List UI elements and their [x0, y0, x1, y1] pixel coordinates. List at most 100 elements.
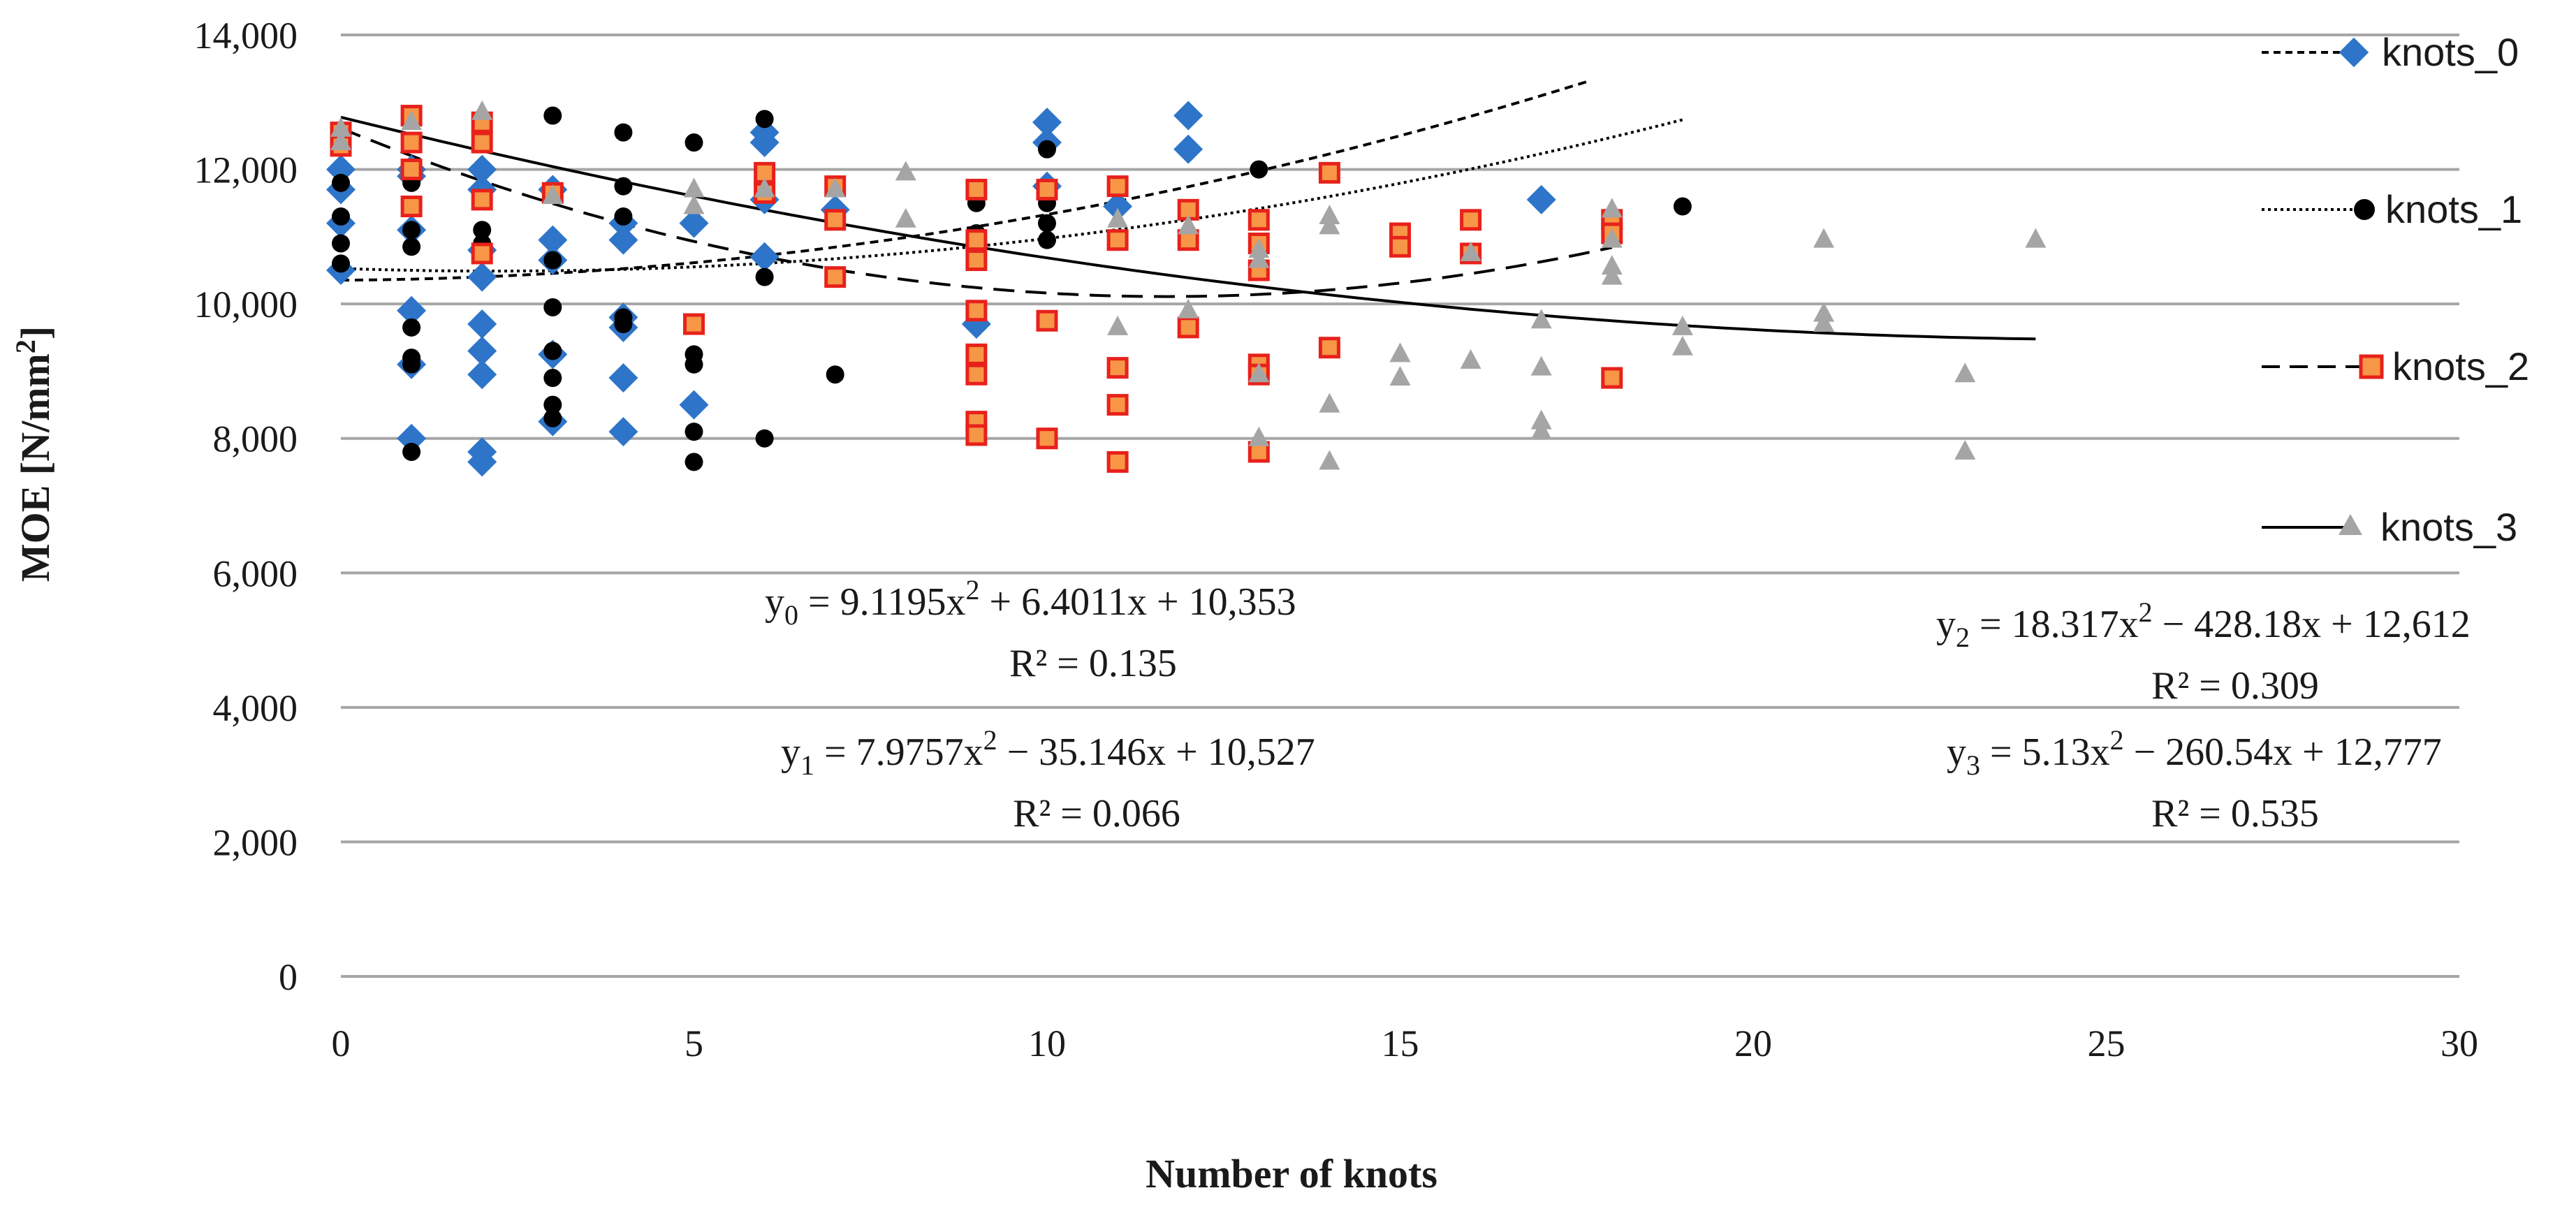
point-knots-2: [400, 131, 423, 154]
point-knots-0: [397, 423, 427, 453]
point-knots-2: [1106, 450, 1129, 473]
y-tick-label: 0: [279, 956, 298, 998]
point-knots-3: [1530, 309, 1552, 329]
eq-y2-base: y: [1936, 603, 1956, 646]
point-knots-3: [1248, 426, 1270, 446]
point-knots-2: [965, 363, 988, 386]
point-knots-0: [679, 208, 709, 238]
point-knots-2: [471, 189, 493, 211]
y-tick-label: 4,000: [213, 687, 298, 729]
point-knots-1: [614, 207, 633, 226]
y-axis-title-end: ]: [13, 326, 58, 339]
y-tick-label: 6,000: [213, 552, 298, 594]
point-knots-1: [1038, 230, 1056, 249]
point-knots-2: [824, 266, 847, 288]
eq-y0: y0 = 9.1195x2 + 6.4011x + 10,353: [765, 574, 1296, 631]
axis-ticks: 0 2,000 4,000 6,000 8,000 10,000 12,000 14,000 0…: [194, 15, 2479, 1064]
point-knots-0: [608, 225, 638, 255]
point-knots-3: [1248, 238, 1270, 258]
point-knots-1: [755, 268, 774, 286]
point-knots-0: [1173, 101, 1203, 131]
x-tick-label: 20: [1734, 1023, 1772, 1064]
point-knots-3: [1954, 439, 1976, 460]
legend-item-knots-3: knots_3: [2262, 505, 2517, 549]
point-knots-3: [1813, 302, 1835, 322]
eq-y0-text: = 9.1195x: [798, 580, 966, 624]
point-knots-3: [1813, 228, 1835, 248]
point-knots-3: [1460, 241, 1481, 261]
point-knots-3: [330, 131, 351, 151]
y-axis-title-sup: 2: [10, 339, 41, 353]
point-knots-1: [543, 409, 562, 427]
point-knots-2: [1177, 316, 1199, 339]
point-knots-3: [1319, 214, 1340, 235]
point-knots-3: [1530, 409, 1552, 430]
point-knots-3: [1319, 204, 1340, 224]
point-knots-1: [332, 173, 350, 192]
point-knots-0: [1173, 134, 1203, 164]
point-knots-3: [330, 117, 351, 137]
legend-label-knots-3: knots_3: [2380, 505, 2517, 549]
eq-y1: y1 = 7.9757x2 − 35.146x + 10,527: [781, 724, 1315, 781]
point-knots-1: [473, 221, 492, 240]
point-knots-0: [1103, 191, 1133, 221]
y-axis-title-main: MOE [N/mm: [13, 353, 58, 582]
point-knots-0: [326, 154, 356, 184]
legend-item-knots-2: knots_2: [2262, 344, 2529, 388]
x-tick-label: 5: [685, 1023, 703, 1064]
x-axis-title: Number of knots: [1146, 1151, 1437, 1196]
y-tick-label: 2,000: [213, 821, 298, 863]
point-knots-0: [749, 128, 780, 158]
point-knots-1: [402, 237, 421, 256]
point-knots-3: [1601, 265, 1623, 285]
point-knots-2: [1106, 175, 1129, 198]
point-knots-1: [543, 106, 562, 125]
point-knots-0: [749, 242, 780, 272]
point-knots-2: [1389, 235, 1411, 258]
point-knots-1: [685, 423, 703, 441]
x-tick-label: 0: [332, 1023, 351, 1064]
point-knots-3: [542, 184, 564, 205]
eq-y1-sup: 2: [983, 724, 997, 756]
point-knots-3: [895, 161, 916, 181]
r2-y0: R² = 0.135: [1009, 642, 1177, 685]
eq-y2: y2 = 18.317x2 − 428.18x + 12,612: [1936, 596, 2471, 653]
point-knots-1: [402, 221, 421, 240]
point-knots-2: [965, 229, 988, 251]
x-tick-label: 25: [2088, 1023, 2125, 1064]
eq-y3-text: = 5.13x: [1980, 731, 2110, 774]
point-knots-1: [1038, 140, 1056, 159]
point-knots-1: [543, 342, 562, 360]
point-knots-1: [543, 298, 562, 316]
point-knots-2: [965, 343, 988, 365]
point-knots-0: [467, 154, 497, 184]
point-knots-3: [1389, 366, 1411, 386]
legend-marker-knots-2: [2359, 354, 2384, 379]
point-knots-3: [895, 207, 916, 228]
legend-item-knots-0: knots_0: [2262, 30, 2519, 74]
r2-y2: R² = 0.309: [2151, 664, 2319, 708]
trendline-knots-0: [340, 79, 1592, 282]
point-knots-2: [683, 313, 705, 335]
x-tick-label: 30: [2440, 1023, 2478, 1064]
eq-y2-text2: − 428.18x + 12,612: [2153, 603, 2471, 646]
point-knots-1: [543, 395, 562, 414]
point-knots-2: [824, 209, 847, 231]
point-knots-0: [467, 336, 497, 366]
point-knots-2: [1106, 357, 1129, 379]
point-knots-2: [1601, 367, 1623, 389]
point-knots-1: [685, 133, 703, 152]
point-knots-3: [401, 110, 423, 131]
point-knots-2: [1318, 337, 1340, 359]
point-knots-2: [1106, 229, 1129, 251]
point-knots-1: [614, 177, 633, 196]
y-tick-label: 12,000: [194, 149, 298, 191]
point-knots-3: [1671, 335, 1693, 356]
y-tick-label: 14,000: [194, 15, 298, 57]
eq-y1-text2: − 35.146x + 10,527: [997, 731, 1315, 774]
point-knots-0: [1526, 184, 1556, 214]
point-knots-3: [471, 100, 493, 120]
point-knots-3: [1107, 315, 1129, 335]
point-knots-2: [965, 300, 988, 322]
point-knots-2: [1106, 394, 1129, 416]
